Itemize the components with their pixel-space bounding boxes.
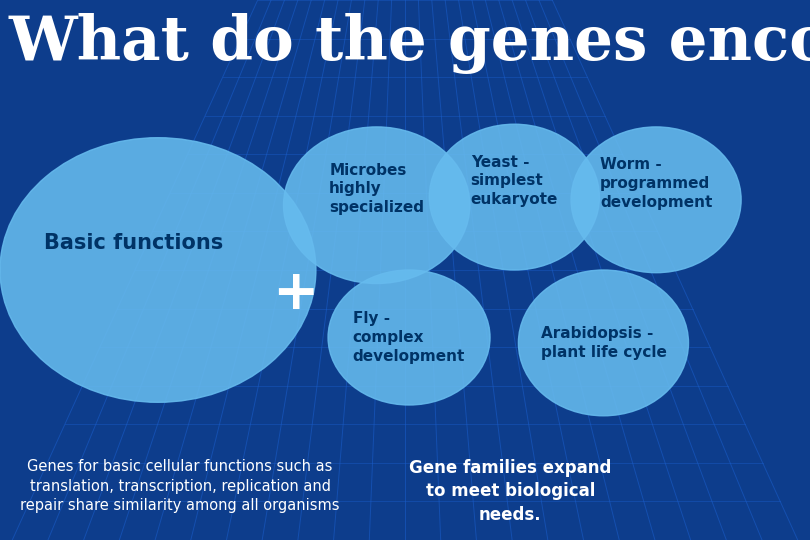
Text: Genes for basic cellular functions such as
translation, transcription, replicati: Genes for basic cellular functions such … xyxy=(20,458,339,514)
Text: Microbes
highly
specialized: Microbes highly specialized xyxy=(329,163,424,215)
Text: +: + xyxy=(272,267,319,321)
Ellipse shape xyxy=(0,138,316,402)
Text: Yeast -
simplest
eukaryote: Yeast - simplest eukaryote xyxy=(471,155,558,207)
Text: Arabidopsis -
plant life cycle: Arabidopsis - plant life cycle xyxy=(540,326,667,360)
Ellipse shape xyxy=(571,127,741,273)
Text: What do the genes encode?: What do the genes encode? xyxy=(8,14,810,75)
Text: Fly -
complex
development: Fly - complex development xyxy=(353,312,465,363)
Text: Gene families expand
to meet biological
needs.: Gene families expand to meet biological … xyxy=(409,459,612,524)
Text: Basic functions: Basic functions xyxy=(44,233,224,253)
Ellipse shape xyxy=(284,127,470,284)
Ellipse shape xyxy=(328,270,490,405)
Ellipse shape xyxy=(518,270,688,416)
Text: Worm -
programmed
development: Worm - programmed development xyxy=(600,158,712,210)
Ellipse shape xyxy=(429,124,599,270)
